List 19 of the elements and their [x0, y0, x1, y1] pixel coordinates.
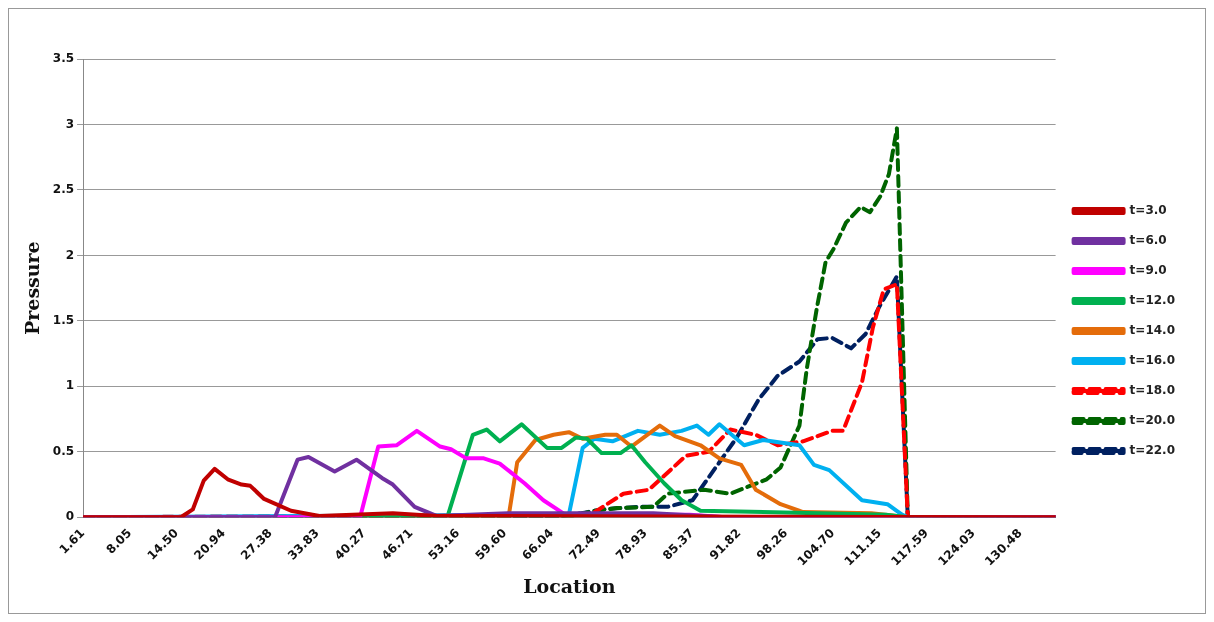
legend-label: t=12.0: [1129, 293, 1176, 308]
legend-label: t=14.0: [1129, 323, 1176, 338]
x-axis-title: Location: [523, 574, 616, 597]
legend-label: t=9.0: [1129, 263, 1167, 278]
y-tick-label: 1.5: [52, 313, 75, 327]
y-tick-label: 3: [65, 116, 75, 131]
y-tick-label: 2.5: [52, 182, 75, 197]
y-tick-label: 3.5: [52, 51, 75, 66]
legend-label: t=3.0: [1129, 203, 1167, 218]
legend-label: t=18.0: [1129, 383, 1176, 398]
y-tick-label: 1: [65, 378, 75, 393]
y-tick-label: 0.5: [52, 443, 75, 458]
y-tick-label: 0: [65, 509, 75, 524]
legend-label: t=6.0: [1129, 233, 1167, 248]
legend-label: t=16.0: [1129, 353, 1176, 368]
legend-label: t=20.0: [1129, 413, 1176, 428]
legend-label: t=22.0: [1129, 443, 1176, 458]
y-axis-title: Pressure: [21, 241, 44, 335]
y-tick-label: 2: [65, 247, 75, 262]
